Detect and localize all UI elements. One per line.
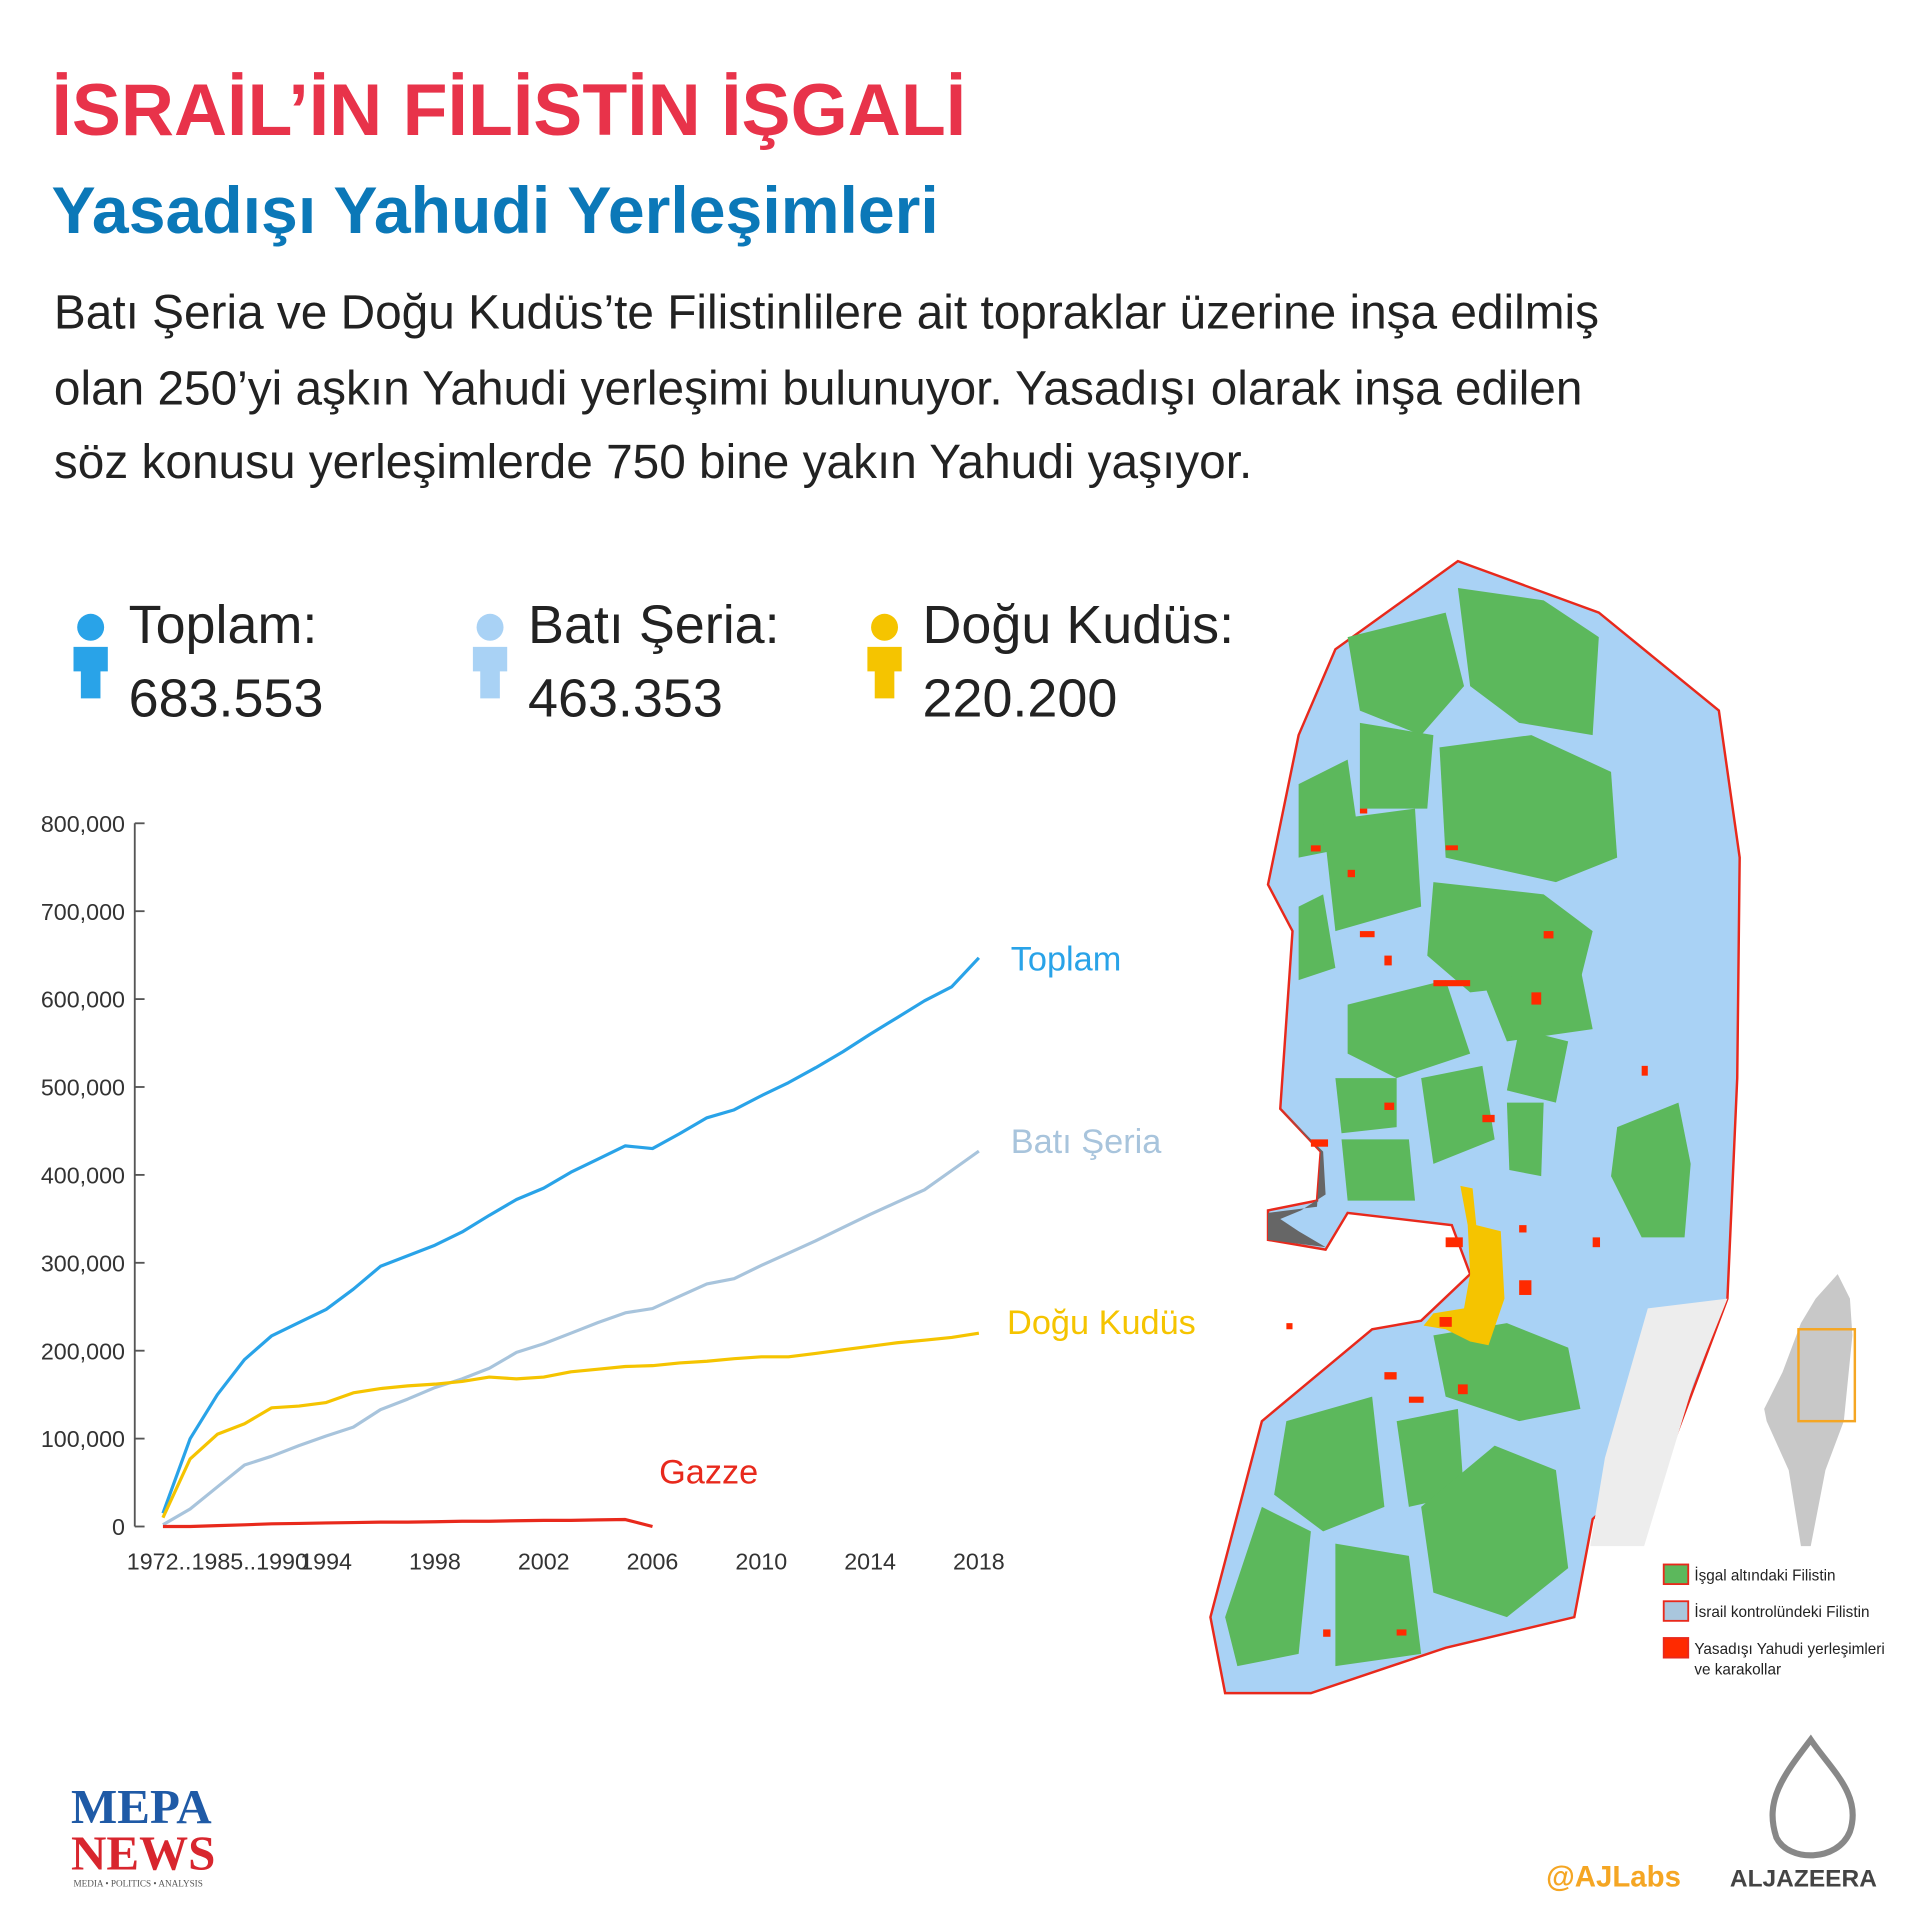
series-line bbox=[162, 1149, 980, 1527]
series-label: Batı Şeria bbox=[1011, 1123, 1163, 1161]
legend-label: Yasadışı Yahudi yerleşimleri bbox=[1694, 1641, 1884, 1658]
y-tick-label: 700,000 bbox=[41, 899, 125, 925]
stat-label: Doğu Kudüs: bbox=[923, 595, 1235, 655]
person-icon bbox=[871, 613, 899, 641]
stat: Toplam: 683.553 bbox=[73, 595, 324, 729]
aljazeera: ALJAZEERA bbox=[1730, 1866, 1877, 1893]
x-tick-label: 2006 bbox=[627, 1548, 679, 1574]
subtitle: Yasadışı Yahudi Yerleşimleri bbox=[51, 174, 938, 248]
person-icon bbox=[476, 613, 504, 641]
y-tick-label: 800,000 bbox=[41, 811, 125, 837]
mepa-logo: MEPA NEWS MEDIA • POLITICS • ANALYSIS bbox=[71, 1779, 215, 1889]
x-tick-label: 2002 bbox=[518, 1548, 570, 1574]
x-tick-label: 2010 bbox=[735, 1548, 787, 1574]
y-tick-label: 300,000 bbox=[41, 1250, 125, 1276]
logo-text: MEPA bbox=[71, 1779, 212, 1834]
series-label: Doğu Kudüs bbox=[1007, 1304, 1196, 1342]
stat-value: 463.353 bbox=[528, 669, 723, 729]
map-dark bbox=[1268, 1108, 1326, 1248]
series-line bbox=[161, 956, 981, 1514]
stat-value: 683.553 bbox=[129, 669, 324, 729]
person-icon bbox=[77, 613, 105, 641]
map-jerusalem bbox=[1423, 1185, 1505, 1346]
body-line: söz konusu yerleşimlerde 750 bine yakın … bbox=[54, 436, 1252, 489]
aljazeera-logo: @AJLabs ALJAZEERA bbox=[1546, 1734, 1877, 1894]
stat-value: 220.200 bbox=[923, 669, 1118, 729]
stat-label: Batı Şeria: bbox=[528, 595, 780, 655]
body-line: Batı Şeria ve Doğu Kudüs’te Filistinlile… bbox=[54, 286, 1599, 339]
map-inset bbox=[1764, 1274, 1857, 1547]
stat-label: Toplam: bbox=[129, 595, 318, 655]
y-tick-label: 400,000 bbox=[41, 1162, 125, 1188]
x-tick-label: 1994 bbox=[300, 1548, 352, 1574]
series-line bbox=[162, 1517, 653, 1529]
map bbox=[1209, 559, 1857, 1695]
legend-swatch bbox=[1662, 1637, 1690, 1659]
body-line: olan 250’yi aşkın Yahudi yerleşimi bulun… bbox=[54, 362, 1583, 415]
legend-label: ve karakollar bbox=[1694, 1662, 1781, 1679]
line-chart: 0 100,000 200,000 300,000 400,000 500,000 600,… bbox=[41, 811, 1196, 1575]
ajlabs: @AJLabs bbox=[1546, 1861, 1681, 1894]
legend-label: İsrail kontrolündeki Filistin bbox=[1694, 1603, 1869, 1621]
y-tick-label: 100,000 bbox=[41, 1426, 125, 1452]
series-label: Gazze bbox=[659, 1454, 758, 1492]
y-tick-label: 600,000 bbox=[41, 987, 125, 1013]
legend-swatch bbox=[1662, 1600, 1690, 1622]
stat: Doğu Kudüs: 220.200 bbox=[867, 595, 1234, 729]
person-icon bbox=[73, 646, 108, 699]
map-gray bbox=[1590, 1298, 1728, 1547]
legend-swatch bbox=[1662, 1563, 1690, 1586]
series-label: Toplam bbox=[1011, 940, 1122, 978]
x-tick-label: 1998 bbox=[409, 1548, 461, 1574]
y-tick-label: 500,000 bbox=[41, 1075, 125, 1101]
x-tick-label: 2018 bbox=[953, 1548, 1005, 1574]
person-icon bbox=[867, 646, 902, 699]
y-tick-label: 0 bbox=[112, 1514, 125, 1540]
x-tick-label: 2014 bbox=[844, 1548, 896, 1574]
x-tick-label: 1972..1985..1990 bbox=[127, 1548, 308, 1574]
title: İSRAİL’İN FİLİSTİN İŞGALİ bbox=[51, 68, 966, 151]
map-settlements bbox=[1286, 808, 1648, 1637]
stat: Batı Şeria: 463.353 bbox=[472, 595, 780, 729]
map-green bbox=[1225, 588, 1691, 1667]
logo-tagline: MEDIA • POLITICS • ANALYSIS bbox=[74, 1879, 203, 1889]
series-line bbox=[161, 1331, 980, 1519]
y-tick-label: 200,000 bbox=[41, 1338, 125, 1364]
logo-text: NEWS bbox=[71, 1826, 215, 1881]
legend-label: İşgal altındaki Filistin bbox=[1694, 1566, 1835, 1584]
person-icon bbox=[472, 646, 508, 699]
